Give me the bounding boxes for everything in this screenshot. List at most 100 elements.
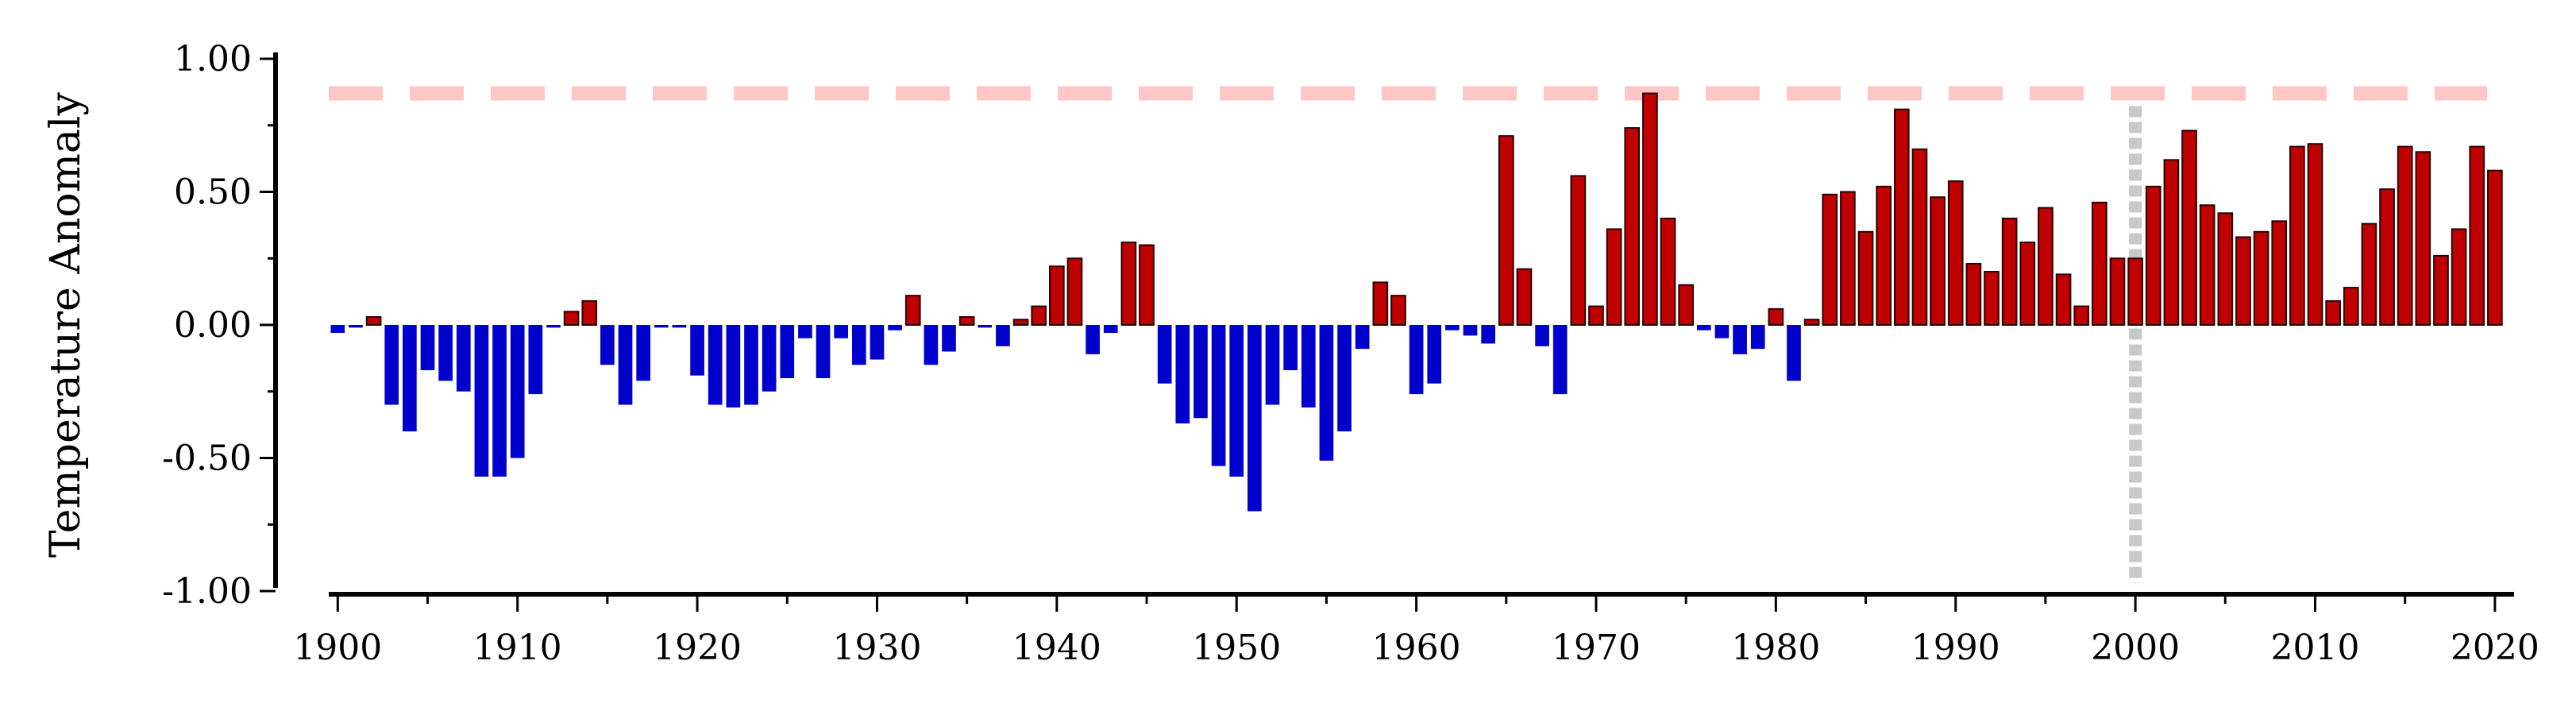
bar-1927 [816,325,831,378]
bar-1933 [924,325,939,365]
bar-1900 [330,325,345,334]
bar-1986 [1876,185,1892,326]
bar-1946 [1157,325,1172,384]
x-tick-label: 2000 [2091,628,2180,668]
bar-1948 [1194,325,1208,419]
bar-1953 [1283,325,1298,370]
bar-1971 [1606,228,1622,326]
bar-1975 [1678,284,1695,326]
bar-1995 [2038,207,2053,326]
axes [273,52,2514,597]
bar-1902 [365,315,382,327]
bar-1978 [1733,325,1747,354]
bar-1939 [1031,305,1047,326]
bar-1996 [2055,273,2072,327]
bar-1942 [1086,325,1100,354]
bar-1984 [1840,191,1856,326]
bar-2007 [2253,230,2269,326]
bar-1997 [2073,305,2090,326]
x-tick-label: 1910 [473,628,562,668]
bar-series [330,92,2503,512]
bar-1943 [1103,325,1118,334]
bar-1999 [2109,257,2126,326]
bar-1958 [1372,281,1389,326]
bar-1998 [2092,201,2107,326]
bar-1987 [1894,108,1910,326]
bar-2002 [2163,159,2180,326]
bar-2013 [2361,222,2377,327]
x-tick-label: 1900 [293,628,382,668]
bar-1965 [1498,135,1514,326]
y-tick-label: -1.00 [162,571,252,612]
bar-1985 [1857,230,1874,326]
bar-2006 [2235,236,2251,327]
bar-1972 [1624,127,1641,326]
bar-1914 [581,300,598,327]
bar-2020 [2487,169,2503,326]
bar-1952 [1265,325,1280,405]
bar-1945 [1139,244,1155,326]
bar-1989 [1930,196,1945,326]
bar-1921 [708,325,723,405]
bar-1923 [744,325,758,405]
bar-1956 [1337,325,1352,431]
bar-1922 [726,325,741,408]
bar-2001 [2145,185,2161,326]
bar-1955 [1319,325,1334,461]
y-tick-label: 1.00 [174,39,252,79]
bar-2009 [2289,145,2305,326]
bar-1957 [1355,325,1370,350]
bar-1934 [942,325,956,352]
bar-1938 [1012,319,1029,326]
bar-1913 [563,311,580,326]
x-tick-label: 1970 [1552,628,1641,668]
bar-1924 [762,325,777,392]
bar-1908 [474,325,489,477]
x-tick-label: 1950 [1192,628,1281,668]
bar-1993 [2001,218,2018,326]
bar-1918 [654,325,669,328]
bar-1935 [958,315,975,327]
x-axis-ticks: 1900 1910 1920 1930 1940 1950 1960 1970 1980 1990… [293,594,2539,668]
bar-2003 [2181,129,2197,326]
x-tick-label: 1940 [1012,628,1101,668]
bar-1937 [996,325,1010,346]
bar-2016 [2415,151,2431,326]
bar-1992 [1984,271,1999,326]
bar-1969 [1570,175,1587,326]
bar-1960 [1409,325,1424,395]
bar-1944 [1120,242,1137,326]
x-tick-label: 2020 [2451,628,2539,668]
bar-1906 [438,325,453,381]
bar-1977 [1714,325,1730,338]
bar-1947 [1175,325,1190,423]
bar-1964 [1481,325,1495,344]
bar-2014 [2379,188,2395,326]
bar-1940 [1049,265,1065,326]
bar-1901 [349,325,363,328]
bar-1916 [618,325,633,405]
bar-1910 [510,325,525,458]
bar-1994 [2019,242,2036,326]
bar-1950 [1229,325,1244,477]
bar-1967 [1535,325,1549,346]
bar-1936 [978,325,993,328]
bar-1920 [690,325,704,376]
bar-2015 [2397,145,2413,326]
bar-1917 [636,325,650,381]
bar-2011 [2325,300,2341,327]
bar-1951 [1248,325,1262,512]
bar-1959 [1390,295,1406,326]
bar-1907 [456,325,471,392]
bar-1915 [600,325,615,365]
bar-1979 [1750,325,1765,350]
bar-1988 [1911,148,1928,326]
bar-1981 [1787,325,1801,381]
bar-1976 [1696,325,1711,330]
y-tick-label: 0.50 [174,172,252,213]
x-tick-label: 2010 [2271,628,2360,668]
bar-1963 [1463,325,1478,336]
bar-2000 [2127,257,2143,326]
x-tick-label: 1980 [1731,628,1820,668]
